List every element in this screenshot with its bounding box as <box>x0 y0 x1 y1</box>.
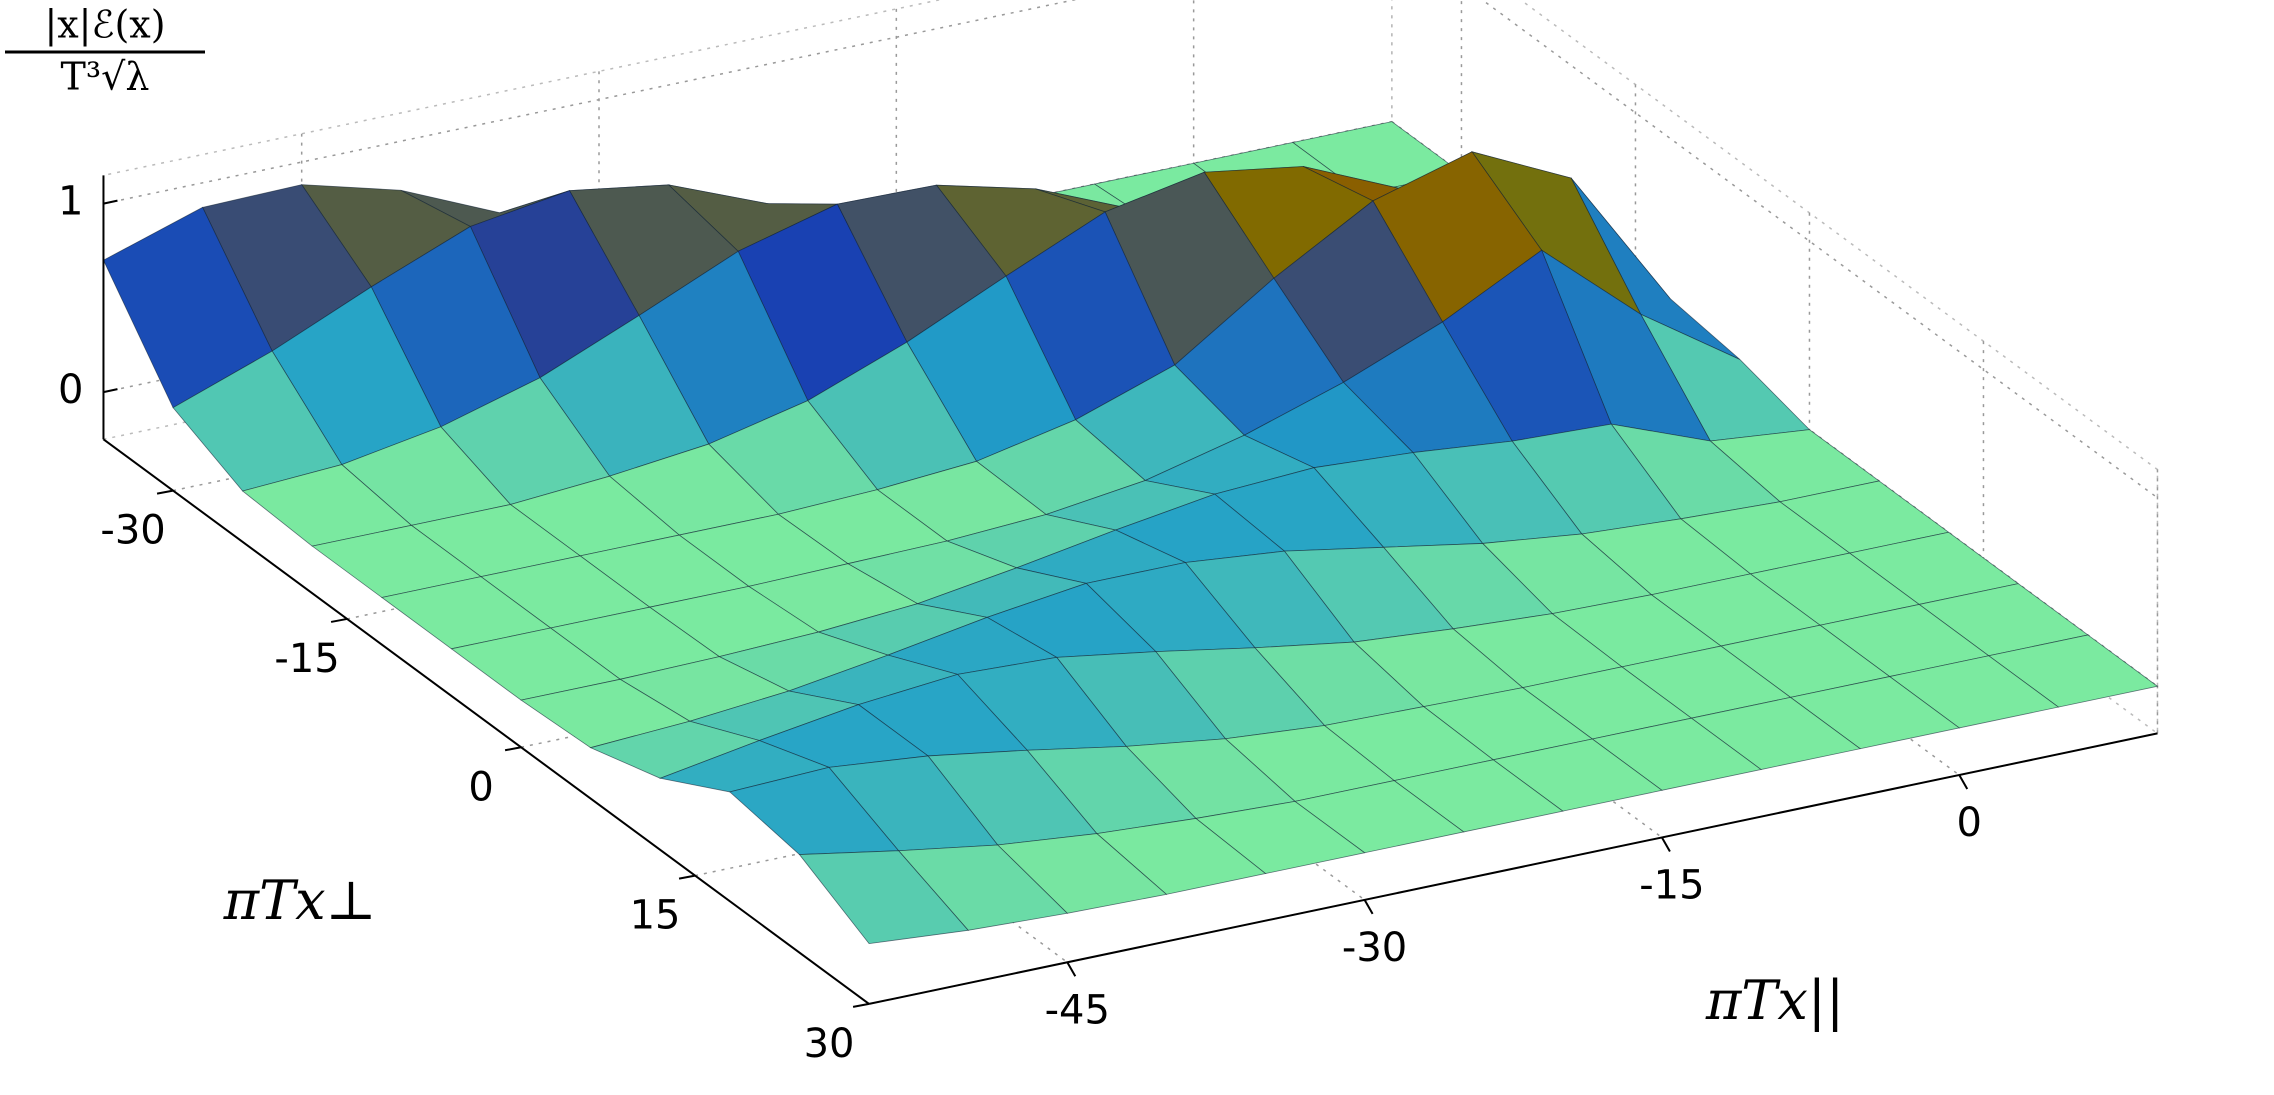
x-tick-label: 0 <box>1957 800 1982 846</box>
tick-mark <box>1363 899 1374 915</box>
x-axis-label: πTx|| <box>1705 969 1844 1032</box>
z-tick-label: 0 <box>58 367 83 413</box>
grid-line <box>1481 0 2158 499</box>
z-label-numerator: |x|ℰ(x) <box>44 3 165 47</box>
x-tick-label: -30 <box>1342 925 1407 971</box>
tick-mark <box>1958 774 1969 790</box>
tick-mark <box>1661 836 1671 852</box>
surface-cell <box>798 850 969 945</box>
y-axis-label: πTx⊥ <box>223 869 377 932</box>
tick-mark <box>156 489 174 495</box>
x-tick-label: -15 <box>1639 862 1704 908</box>
tick-mark <box>103 388 118 394</box>
y-axis <box>102 438 870 1005</box>
tick-mark <box>330 617 348 623</box>
y-tick-label: -30 <box>100 508 165 554</box>
tick-mark <box>1066 961 1077 977</box>
y-tick-label: 0 <box>468 764 493 810</box>
y-tick-label: -15 <box>274 636 339 682</box>
x-tick-label: -45 <box>1045 987 1110 1033</box>
z-label-denominator: T³√λ <box>61 55 150 99</box>
x-axis <box>868 732 2158 1005</box>
z-tick-label: 1 <box>58 179 83 225</box>
tick-mark <box>678 874 696 880</box>
y-tick-label: 30 <box>804 1021 855 1067</box>
tick-mark <box>103 199 118 205</box>
tick-mark <box>504 746 522 752</box>
grid-line <box>103 0 1078 205</box>
tick-mark <box>852 1002 870 1008</box>
y-tick-label: 15 <box>630 893 681 939</box>
